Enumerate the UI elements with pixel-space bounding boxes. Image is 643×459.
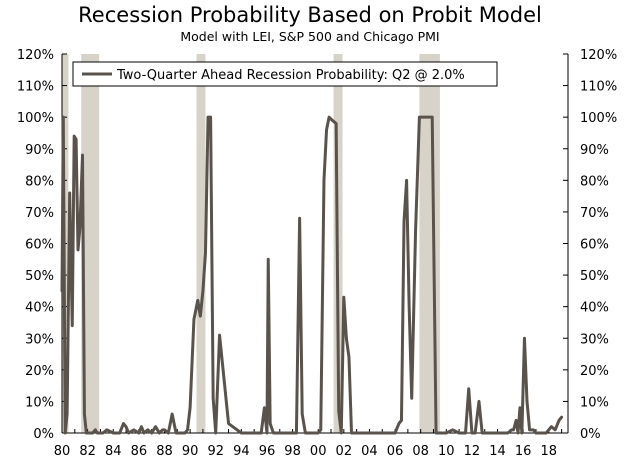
axis-labels: 0% 0% 10% 10% 20% 20% 30% 30% 40% 40% 50% 50% 60% 60%… [17,48,617,459]
legend-label: Two-Quarter Ahead Recession Probability:… [116,68,465,83]
y-tick-label-left: 100% [17,111,54,126]
y-tick-label-left: 30% [25,332,54,347]
y-tick-label-left: 80% [25,174,54,189]
x-tick-label: 04 [361,444,378,459]
y-tick-label-left: 110% [17,80,54,95]
x-tick-label: 90 [182,444,199,459]
axis-ticks [61,53,568,434]
x-tick-label: 94 [233,444,250,459]
x-tick-label: 08 [412,444,429,459]
recession-band-2 [196,54,206,433]
recession-shading [62,54,440,433]
y-tick-label-right: 20% [580,364,609,379]
y-tick-label-right: 0% [580,427,601,442]
y-tick-label-right: 80% [580,174,609,189]
x-tick-label: 84 [105,444,122,459]
x-tick-label: 14 [489,444,506,459]
y-tick-label-left: 70% [25,206,54,221]
y-tick-label-right: 60% [580,238,609,253]
y-tick-label-left: 120% [17,48,54,63]
legend: Two-Quarter Ahead Recession Probability:… [72,61,498,87]
x-tick-label: 00 [310,444,327,459]
y-tick-label-left: 0% [33,427,54,442]
y-tick-label-right: 30% [580,332,609,347]
y-tick-label-right: 40% [580,301,609,316]
x-tick-label: 86 [131,444,148,459]
x-tick-label: 80 [54,444,71,459]
recession-band-1 [81,54,100,433]
x-tick-label: 02 [336,444,353,459]
y-tick-label-left: 60% [25,238,54,253]
x-tick-label: 88 [156,444,173,459]
y-tick-label-left: 90% [25,143,54,158]
y-tick-label-right: 100% [580,111,617,126]
x-tick-label: 06 [387,444,404,459]
x-tick-label: 10 [438,444,455,459]
x-tick-label: 82 [79,444,96,459]
y-tick-label-right: 50% [580,269,609,284]
chart-subtitle: Model with LEI, S&P 500 and Chicago PMI [180,29,439,44]
x-tick-label: 92 [207,444,224,459]
x-tick-label: 18 [541,444,558,459]
x-tick-label: 96 [259,444,276,459]
y-tick-label-right: 90% [580,143,609,158]
y-tick-label-left: 50% [25,269,54,284]
y-tick-label-right: 70% [580,206,609,221]
y-tick-label-right: 10% [580,395,609,410]
legend-box [72,61,498,87]
series-line-recession-probability [60,115,564,435]
x-tick-label: 12 [464,444,481,459]
chart-title: Recession Probability Based on Probit Mo… [78,3,542,27]
y-tick-label-right: 120% [580,48,617,63]
y-tick-label-right: 110% [580,80,617,95]
y-tick-label-left: 40% [25,301,54,316]
x-tick-label: 98 [284,444,301,459]
y-tick-label-left: 20% [25,364,54,379]
y-tick-label-left: 10% [25,395,54,410]
x-tick-label: 16 [515,444,532,459]
